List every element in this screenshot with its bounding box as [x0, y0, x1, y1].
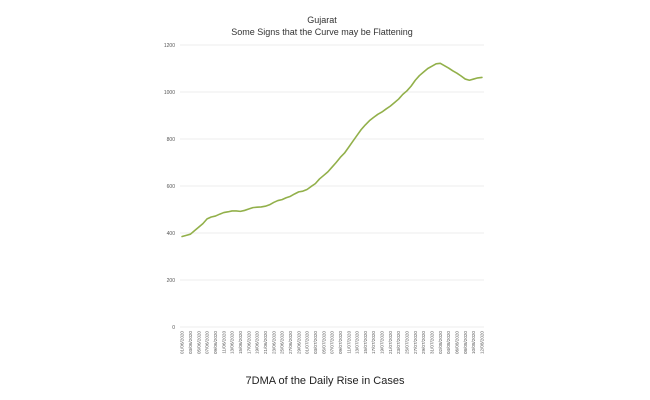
x-tick-label: 05/07/2020: [321, 331, 326, 354]
series-line-layer: [181, 62, 483, 238]
series-line: [181, 62, 483, 238]
x-tick-label: 09/06/2020: [213, 331, 218, 354]
x-tick-label: 06/08/2020: [455, 331, 460, 354]
x-tick-label: 13/06/2020: [230, 331, 235, 354]
x-tick-label: 23/07/2020: [396, 331, 401, 354]
y-tick-label: 600: [167, 184, 176, 190]
x-tick-label: 25/07/2020: [405, 331, 410, 354]
x-tick-label: 21/07/2020: [388, 331, 393, 354]
x-tick-label: 15/07/2020: [363, 331, 368, 354]
x-tick-label: 19/07/2020: [380, 331, 385, 354]
x-tick-label: 17/07/2020: [371, 331, 376, 354]
x-tick-label: 17/06/2020: [246, 331, 251, 354]
x-tick-label: 15/06/2020: [238, 331, 243, 354]
y-tick-label: 1200: [164, 43, 175, 49]
y-tick-label: 0: [172, 325, 175, 331]
y-tick-label: 200: [167, 278, 176, 284]
y-axis-ticks: 0 200 400 600 800 1000 1200: [164, 43, 175, 331]
x-tick-label: 27/07/2020: [413, 331, 418, 354]
x-tick-label: 03/06/2020: [188, 331, 193, 354]
chart-subtitle: Some Signs that the Curve may be Flatten…: [231, 27, 413, 37]
x-tick-label: 12/08/2020: [480, 331, 485, 354]
x-tick-label: 05/06/2020: [196, 331, 201, 354]
y-tick-label: 800: [167, 137, 176, 143]
x-tick-label: 13/07/2020: [355, 331, 360, 354]
gridlines: [180, 44, 484, 328]
x-tick-label: 11/07/2020: [346, 331, 351, 354]
x-axis-ticks: 01/06/2020 03/06/2020 05/06/2020 07/06/2020…: [180, 331, 485, 354]
x-tick-label: 21/06/2020: [263, 331, 268, 354]
x-tick-label: 04/08/2020: [446, 331, 451, 354]
x-tick-label: 27/06/2020: [288, 331, 293, 354]
x-tick-label: 25/06/2020: [280, 331, 285, 354]
y-tick-label: 1000: [164, 90, 175, 96]
x-tick-label: 11/06/2020: [221, 331, 226, 354]
figure-caption: 7DMA of the Daily Rise in Cases: [245, 375, 405, 387]
chart-title: Gujarat: [307, 15, 337, 25]
x-tick-label: 31/07/2020: [430, 331, 435, 354]
x-tick-label: 19/06/2020: [255, 331, 260, 354]
y-tick-label: 400: [167, 231, 176, 237]
x-tick-label: 09/07/2020: [338, 331, 343, 354]
x-tick-label: 03/07/2020: [313, 331, 318, 354]
x-tick-label: 29/06/2020: [296, 331, 301, 354]
x-tick-label: 07/07/2020: [330, 331, 335, 354]
x-tick-label: 29/07/2020: [421, 331, 426, 354]
x-tick-label: 08/08/2020: [463, 331, 468, 354]
x-tick-label: 23/06/2020: [271, 331, 276, 354]
x-tick-label: 01/06/2020: [180, 331, 185, 354]
x-tick-label: 02/08/2020: [438, 331, 443, 354]
x-tick-label: 07/06/2020: [205, 331, 210, 354]
x-tick-label: 10/08/2020: [471, 331, 476, 354]
x-tick-label: 01/07/2020: [305, 331, 310, 354]
